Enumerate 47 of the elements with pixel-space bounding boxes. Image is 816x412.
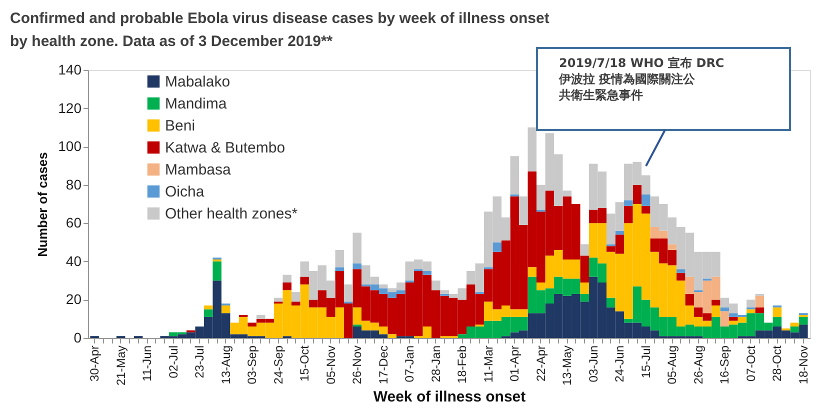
x-tick-label: 24-Sep xyxy=(271,345,286,384)
x-tick-label: 16-Sep xyxy=(718,345,732,384)
y-axis-title: Number of cases xyxy=(35,152,50,257)
legend-label: Katwa & Butembo xyxy=(165,140,286,156)
x-tick-label: 23-Jul xyxy=(192,346,207,378)
x-tick-label: 26-Aug xyxy=(691,346,706,384)
legend-label: Beni xyxy=(165,118,196,134)
y-tick-label: 100 xyxy=(58,138,82,154)
x-tick-label: 18-Feb xyxy=(455,345,470,384)
x-tick-label: 02-Jul xyxy=(166,346,180,378)
y-tick-label: 40 xyxy=(66,252,82,269)
x-tick-label: 13-Aug xyxy=(218,346,233,384)
x-tick-label: 18-Nov xyxy=(796,346,810,384)
x-tick-label: 17-Dec xyxy=(376,346,390,384)
legend-label: Other health zones* xyxy=(165,206,298,222)
x-tick-label: 28-Jan xyxy=(428,346,443,382)
y-tick-label: 60 xyxy=(66,214,82,231)
x-tick-label: 07-Oct xyxy=(744,344,758,382)
x-tick-label: 15-Oct xyxy=(298,344,312,382)
x-tick-label: 26-Nov xyxy=(350,346,364,384)
x-tick-label: 03-Jun xyxy=(586,346,600,382)
y-tick-label: 140 xyxy=(58,62,82,78)
x-tick-label: 24-Jun xyxy=(612,346,627,382)
x-tick-label: 01-Apr xyxy=(508,346,522,382)
x-tick-label: 21-May xyxy=(114,346,128,386)
x-tick-label: 03-Sep xyxy=(245,345,260,384)
x-tick-label: 07-Jan xyxy=(402,346,417,382)
x-tick-label: 15-Jul xyxy=(638,346,653,378)
y-tick-label: 20 xyxy=(66,291,82,308)
x-tick-label: 28-Oct xyxy=(770,344,784,382)
legend-label: Oicha xyxy=(165,184,205,200)
y-tick-label: 120 xyxy=(58,100,82,116)
legend-label: Mambasa xyxy=(165,162,232,178)
y-tick-label: 80 xyxy=(66,176,82,192)
legend-label: Mandima xyxy=(165,96,228,112)
annotation: 2019/7/18 WHO 宣布 DRC 伊波拉 疫情為國際關注公共衛生緊急事件 xyxy=(558,56,724,102)
x-tick-label: 11-Jun xyxy=(140,346,154,382)
legend-label: Mabalako xyxy=(165,74,230,90)
x-tick-label: 30-Apr xyxy=(88,346,102,382)
y-tick-label: 0 xyxy=(74,330,82,346)
chart-title: Confirmed and probable Ebola virus disease cases by week of illness onset by health zone. Data as of 3 December 2019** xyxy=(10,10,550,50)
x-tick-label: 22-Apr xyxy=(534,346,548,382)
x-tick-label: 13-May xyxy=(560,346,574,386)
x-tick-label: 05-Aug xyxy=(665,346,680,384)
x-tick-label: 05-Nov xyxy=(324,346,338,384)
x-axis-title: Week of illness onset xyxy=(373,388,526,406)
x-tick-label: 11-Mar xyxy=(481,346,496,383)
